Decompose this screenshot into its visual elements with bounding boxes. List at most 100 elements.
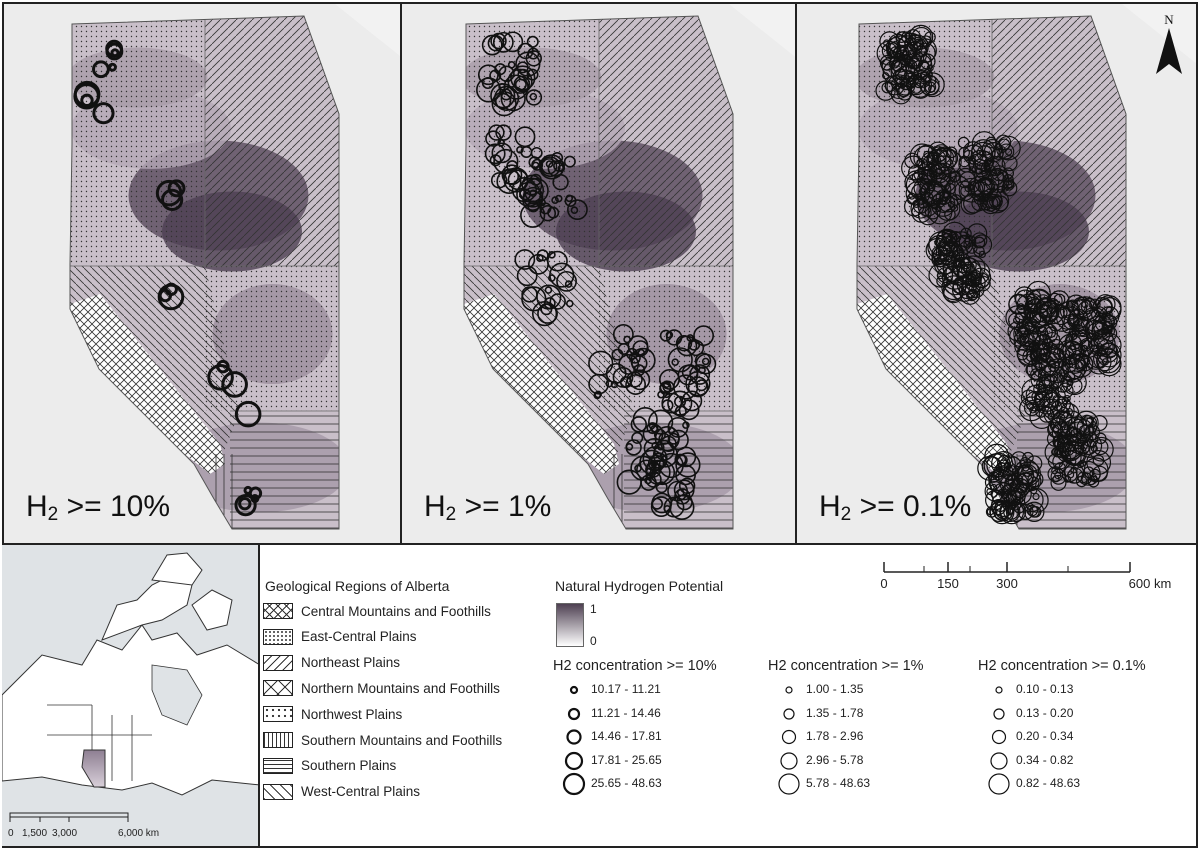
h2-occurrence-marker: [630, 416, 648, 433]
h2-occurrence-marker: [530, 146, 543, 159]
h2-occurrence-marker: [677, 364, 699, 386]
h2-occurrence-marker: [158, 288, 173, 303]
h2-occurrence-marker: [984, 188, 1010, 214]
h2-occurrence-marker: [886, 48, 894, 56]
h2-occurrence-marker: [882, 60, 908, 86]
h2-occurrence-marker: [1009, 481, 1017, 489]
h2-occurrence-marker: [1014, 335, 1035, 357]
h2-occurrence-marker: [659, 329, 672, 342]
h2-occurrence-marker: [992, 500, 1014, 522]
concentration-class-label: 2.96 - 5.78: [806, 752, 864, 767]
h2-occurrence-marker: [686, 334, 695, 342]
pattern-swatch: [263, 654, 293, 671]
h2-occurrence-marker: [687, 376, 709, 398]
h2-occurrence-marker: [1083, 457, 1109, 483]
h2-occurrence-marker: [661, 392, 683, 414]
h2-occurrence-marker: [887, 35, 913, 61]
h2-occurrence-marker: [682, 421, 690, 429]
h2-occurrence-marker: [484, 143, 506, 165]
h2-occurrence-marker: [675, 335, 693, 352]
h2-occurrence-marker: [207, 363, 234, 391]
h2-occurrence-marker: [520, 202, 546, 228]
h2-occurrence-marker: [570, 206, 579, 215]
concentration-class-label: 0.20 - 0.34: [1016, 729, 1074, 743]
geo-legend-label: East-Central Plains: [301, 629, 417, 645]
h2-occurrence-marker: [234, 400, 262, 428]
h2-occurrence-marker: [1056, 306, 1068, 319]
h2-occurrence-marker: [991, 195, 1003, 208]
h2-occurrence-marker: [631, 431, 644, 444]
h2-occurrence-marker: [493, 85, 520, 111]
h2-occurrence-marker: [1080, 344, 1088, 352]
h2-occurrence-marker: [1038, 351, 1064, 376]
h2-occurrence-marker: [645, 459, 671, 485]
h2-occurrence-marker: [1012, 316, 1021, 325]
h2-occurrence-marker: [1002, 179, 1015, 191]
concentration-marker-icon: [569, 685, 579, 695]
h2-occurrence-marker: [952, 250, 960, 258]
h2-occurrence-marker: [487, 34, 505, 52]
h2-occurrence-marker: [970, 141, 996, 167]
h2-occurrence-marker: [1025, 364, 1037, 376]
geo-legend-item: East-Central Plains: [263, 627, 417, 647]
h2-occurrence-marker: [625, 442, 634, 451]
concentration-marker-icon: [562, 772, 586, 796]
geo-legend-item: Northwest Plains: [263, 704, 402, 724]
h2-occurrence-marker: [1096, 351, 1122, 377]
h2-occurrence-marker: [943, 282, 964, 304]
h2-occurrence-marker: [548, 251, 556, 259]
h2-occurrence-marker: [1056, 411, 1073, 428]
h2-occurrence-marker: [997, 488, 1006, 497]
h2-occurrence-marker: [928, 262, 954, 288]
h2-occurrence-marker: [549, 293, 566, 310]
h2-occurrence-marker: [161, 188, 184, 211]
concentration-class-label: 0.34 - 0.82: [1016, 752, 1074, 767]
h2-occurrence-marker: [875, 80, 896, 101]
h2-occurrence-marker: [1035, 406, 1047, 418]
h2-occurrence-marker: [676, 488, 685, 497]
h2-occurrence-marker: [1070, 332, 1095, 358]
h2-occurrence-marker: [1001, 180, 1018, 197]
h2-occurrence-marker: [966, 288, 979, 301]
h2-occurrence-marker: [919, 72, 945, 98]
h2-occurrence-marker: [1024, 501, 1045, 523]
concentration-marker-icon: [778, 773, 800, 795]
h2-occurrence-marker: [567, 199, 588, 221]
concentration-class-label: 1.35 - 1.78: [806, 705, 864, 720]
h2-occurrence-marker: [931, 245, 948, 262]
h2-occurrence-marker: [518, 177, 545, 203]
h2-occurrence-marker: [660, 435, 677, 453]
h2-occurrence-marker: [531, 161, 540, 170]
h2-occurrence-marker: [1044, 358, 1070, 384]
h2-occurrence-marker: [525, 89, 543, 106]
h2-occurrence-marker: [1052, 445, 1064, 458]
scale-label: 600 km: [1128, 576, 1172, 591]
h2-occurrence-marker: [626, 371, 643, 388]
concentration-class-label: 25.65 - 48.63: [591, 776, 662, 790]
h2-occurrence-marker: [517, 68, 530, 81]
geo-legend-item: Southern Mountains and Foothills: [263, 730, 502, 750]
geo-legend-label: West-Central Plains: [301, 784, 421, 800]
h2-occurrence-marker: [1041, 398, 1063, 420]
h2-occurrence-marker: [611, 348, 624, 361]
concentration-marker-icon: [564, 751, 584, 770]
h2-occurrence-marker: [689, 364, 711, 385]
h2-occurrence-marker: [1001, 484, 1013, 497]
h2-occurrence-marker: [529, 92, 538, 101]
h2-occurrence-marker: [1093, 321, 1110, 338]
h2-occurrence-marker: [1096, 332, 1122, 358]
geo-legend-label: Southern Mountains and Foothills: [301, 732, 503, 748]
h2-occurrence-marker: [674, 405, 687, 418]
h2-occurrence-marker: [1092, 346, 1118, 372]
h2-occurrence-marker: [80, 93, 94, 108]
h2-occurrence-marker: [905, 172, 931, 198]
geo-legend-label: Northwest Plains: [301, 706, 403, 722]
h2-occurrence-marker: [701, 357, 710, 366]
h2-occurrence-marker: [1026, 504, 1039, 517]
h2-occurrence-marker: [502, 168, 520, 185]
h2-occurrence-marker: [517, 42, 534, 60]
concentration-marker-icon: [993, 707, 1005, 720]
potential-color-ramp: [556, 603, 584, 647]
h2-occurrence-marker: [958, 177, 984, 203]
h2-occurrence-marker: [1033, 383, 1045, 396]
